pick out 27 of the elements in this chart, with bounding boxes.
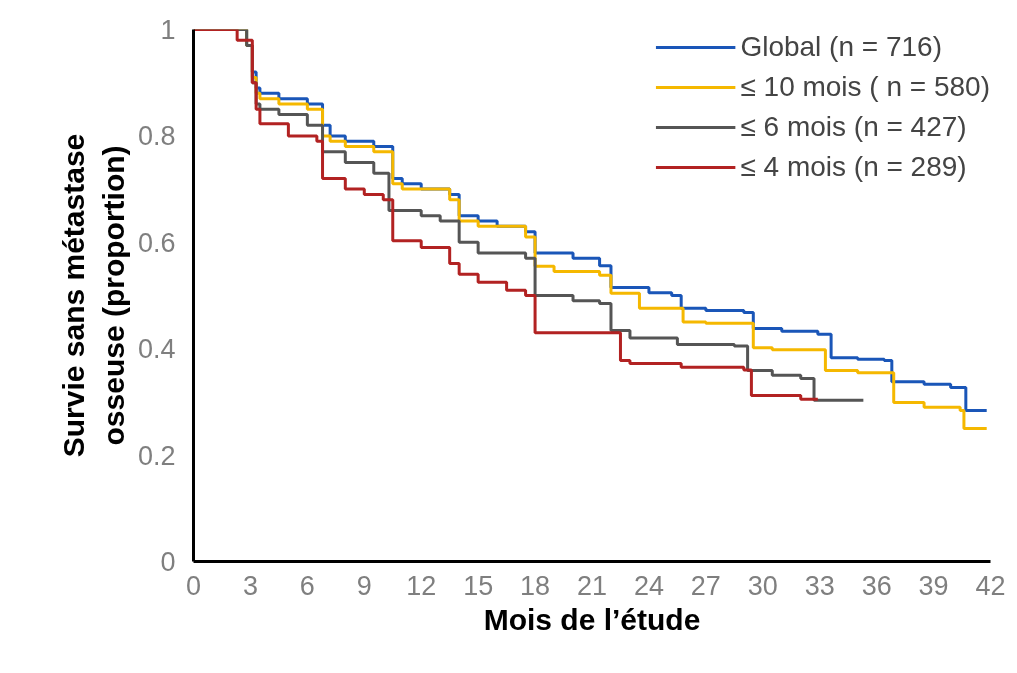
x-tick-label: 6 [299, 570, 315, 601]
legend-label: ≤ 6 mois (n = 427) [740, 110, 967, 144]
x-tick-label: 42 [975, 570, 1006, 601]
x-tick-label: 21 [576, 570, 608, 601]
y-tick-label: 0.4 [137, 334, 176, 365]
x-tick-label: 33 [804, 570, 835, 601]
x-tick-label: 36 [861, 570, 892, 601]
y-tick-label: 0.8 [137, 121, 176, 152]
x-tick-label: 30 [747, 570, 778, 601]
x-tick-label: 27 [690, 570, 721, 601]
x-tick-label: 12 [406, 570, 437, 601]
x-tick-label: 3 [242, 570, 258, 601]
x-tick-label: 9 [356, 570, 372, 601]
x-tick-label: 39 [918, 570, 949, 601]
x-tick-label: 24 [633, 570, 664, 601]
legend-label: ≤ 10 mois ( n = 580) [740, 70, 990, 104]
x-tick-label: 15 [463, 570, 494, 601]
y-axis-title: Survie sans métastase osseuse (proportion) [57, 133, 130, 458]
y-tick-label: 1 [160, 15, 176, 45]
legend-label: Global (n = 716) [740, 30, 942, 64]
x-axis-title: Mois de l’étude [483, 602, 701, 636]
legend-label: ≤ 4 mois (n = 289) [740, 150, 967, 184]
y-tick-label: 0.2 [137, 440, 176, 471]
x-tick-label: 0 [185, 570, 202, 601]
y-tick-label: 0 [160, 547, 176, 577]
y-tick-label: 0.6 [137, 227, 176, 258]
x-tick-label: 18 [520, 570, 551, 601]
